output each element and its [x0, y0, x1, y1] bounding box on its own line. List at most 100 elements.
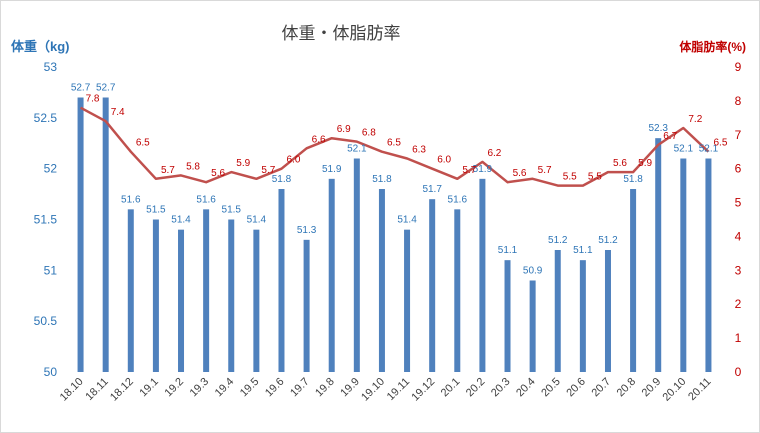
y-left-tick: 52	[44, 162, 58, 176]
bar-20.5	[554, 250, 561, 372]
line-data-label: 6.8	[362, 128, 376, 139]
bar-data-label: 52.1	[674, 144, 694, 155]
bar-data-label: 51.8	[272, 174, 292, 185]
bar-19.11	[404, 229, 411, 372]
bar-20.8	[630, 189, 637, 372]
y-right-tick: 8	[735, 94, 742, 108]
bar-20.11	[705, 158, 712, 372]
bar-19.7	[303, 239, 310, 372]
x-tick: 18.11	[83, 376, 110, 403]
bar-data-label: 51.4	[247, 215, 267, 226]
x-tick: 20.2	[464, 376, 488, 400]
bar-data-label: 50.9	[523, 266, 543, 277]
line-data-label: 6.0	[437, 155, 451, 166]
line-data-label: 5.5	[588, 172, 602, 183]
bar-data-label: 51.4	[397, 215, 417, 226]
line-data-label: 5.5	[563, 172, 577, 183]
x-tick: 20.10	[660, 376, 688, 404]
y-right-tick: 4	[735, 229, 742, 243]
line-data-label: 5.9	[236, 158, 250, 169]
bar-data-label: 51.6	[448, 194, 468, 205]
bar-20.3	[504, 260, 511, 372]
line-data-label: 7.2	[688, 114, 702, 125]
bar-18.11	[102, 97, 109, 372]
y-axis-right-label: 体脂肪率(%)	[679, 39, 746, 54]
bar-20.4	[529, 280, 536, 372]
bar-19.4	[228, 219, 235, 372]
x-tick: 20.7	[589, 376, 613, 400]
bar-19.12	[429, 199, 436, 372]
bar-20.2	[479, 178, 486, 372]
line-data-label: 6.0	[287, 155, 301, 166]
bar-19.9	[353, 158, 360, 372]
y-right-tick: 6	[735, 162, 742, 176]
bar-data-labels: 52.7 52.7 51.6 51.5 51.4 51.6 51.5 51.4 51.8 51.3…	[71, 83, 719, 277]
x-tick: 20.1	[439, 376, 463, 400]
line-data-label: 5.6	[613, 158, 627, 169]
y-left-tick: 50.5	[34, 314, 58, 328]
y-right-tick: 5	[735, 196, 742, 210]
y-right-tick: 9	[735, 60, 742, 74]
bar-20.9	[655, 138, 662, 372]
x-tick: 19.3	[188, 376, 212, 400]
y-right-tick: 7	[735, 128, 742, 142]
line-data-label: 7.4	[111, 107, 125, 118]
x-tick: 20.4	[514, 376, 538, 400]
y-right-tick: 1	[735, 331, 742, 345]
bar-data-label: 51.9	[473, 164, 493, 175]
bar-20.10	[680, 158, 687, 372]
x-tick: 18.12	[108, 376, 136, 404]
line-data-label: 6.2	[487, 148, 501, 159]
bar-19.10	[378, 189, 385, 372]
line-data-label: 6.5	[713, 138, 727, 149]
bar-data-label: 51.2	[598, 235, 618, 246]
bar-19.1	[152, 219, 159, 372]
line-data-label: 5.6	[211, 168, 225, 179]
y-axis-left-label: 体重（kg)	[11, 39, 70, 54]
bar-data-label: 51.3	[297, 225, 317, 236]
bar-data-label: 51.4	[171, 215, 191, 226]
line-data-label: 6.9	[337, 124, 351, 135]
x-tick: 19.7	[288, 376, 312, 400]
bar-19.5	[253, 229, 260, 372]
bar-19.3	[203, 209, 210, 372]
line-data-label: 6.5	[136, 138, 150, 149]
line-series	[80, 106, 710, 187]
x-tick: 20.5	[539, 376, 563, 400]
x-tick: 19.11	[385, 376, 412, 403]
bar-data-label: 51.1	[498, 245, 518, 256]
bar-data-label: 51.5	[146, 205, 166, 216]
bar-18.12	[127, 209, 134, 372]
bar-data-label: 51.5	[222, 205, 242, 216]
y-left-tick: 52.5	[34, 111, 58, 125]
x-tick: 19.4	[213, 376, 237, 400]
line-data-label: 5.6	[513, 168, 527, 179]
bar-20.6	[579, 260, 586, 372]
x-tick: 19.6	[263, 376, 287, 400]
x-tick: 19.1	[137, 376, 161, 400]
x-tick: 19.8	[313, 376, 337, 400]
bar-data-label: 51.6	[121, 194, 141, 205]
bar-data-label: 52.7	[96, 83, 116, 94]
bar-data-label: 52.3	[648, 123, 668, 134]
bar-20.1	[454, 209, 461, 372]
line-data-label: 7.8	[86, 94, 100, 105]
bar-data-label: 52.1	[347, 144, 367, 155]
bar-data-label: 51.6	[196, 194, 216, 205]
x-tick: 19.10	[359, 376, 387, 404]
y-left-tick: 51	[44, 263, 58, 277]
bar-data-label: 51.9	[322, 164, 342, 175]
x-tick: 18.10	[58, 376, 86, 404]
line-data-label: 5.7	[161, 165, 175, 176]
x-tick: 20.6	[564, 376, 588, 400]
bar-data-label: 52.1	[699, 144, 719, 155]
x-tick: 19.5	[238, 376, 262, 400]
y-left-tick: 53	[44, 60, 58, 74]
y-right-tick: 3	[735, 263, 742, 277]
y-right-tick: 0	[735, 365, 742, 379]
line-data-label: 5.7	[538, 165, 552, 176]
bar-data-label: 51.7	[422, 184, 442, 195]
